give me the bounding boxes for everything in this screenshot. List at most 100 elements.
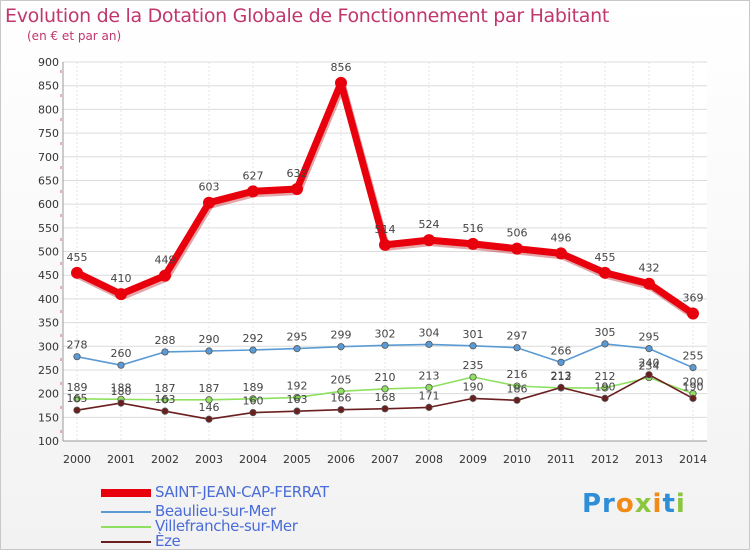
data-label: 260 — [111, 347, 132, 360]
data-label: 299 — [331, 329, 352, 342]
legend-swatch-series-0 — [101, 489, 151, 497]
data-label: 200 — [683, 376, 704, 389]
data-point — [293, 407, 301, 415]
data-label: 292 — [243, 332, 264, 345]
data-label: 190 — [595, 380, 616, 393]
data-label: 302 — [375, 327, 396, 340]
data-point — [599, 266, 611, 279]
data-label: 146 — [199, 401, 220, 414]
x-tick-label: 2006 — [327, 453, 355, 466]
series — [71, 76, 699, 423]
x-tick-label: 2007 — [371, 453, 399, 466]
x-tick-label: 2011 — [547, 453, 575, 466]
x-tick-label: 2000 — [63, 453, 91, 466]
data-point — [337, 406, 345, 414]
x-tick-label: 2001 — [107, 453, 135, 466]
data-label: 171 — [419, 389, 440, 402]
y-tick-label: 550 — [38, 222, 59, 235]
data-point — [643, 277, 655, 290]
y-tick-label: 350 — [38, 317, 59, 330]
data-point — [645, 371, 653, 379]
data-point — [381, 405, 389, 413]
data-point — [161, 348, 169, 356]
y-tick-label: 300 — [38, 340, 59, 353]
data-point — [601, 340, 609, 348]
data-point — [469, 342, 477, 350]
legend-label-series-3: Èze — [155, 532, 181, 550]
data-label: 180 — [111, 385, 132, 398]
data-point — [247, 185, 259, 198]
data-label: 627 — [243, 169, 264, 182]
data-label: 216 — [507, 368, 528, 381]
data-point — [555, 247, 567, 260]
data-point — [117, 399, 125, 407]
data-point — [381, 341, 389, 349]
data-point — [337, 343, 345, 351]
y-tick-label: 400 — [38, 293, 59, 306]
proxiti-logo: Proxiti — [582, 489, 686, 519]
data-point — [689, 363, 697, 372]
y-tick-label: 600 — [38, 198, 59, 211]
data-point — [423, 234, 435, 247]
data-point — [381, 385, 389, 393]
legend-swatch-series-1 — [101, 511, 151, 513]
data-label: 186 — [507, 382, 528, 395]
x-tick-label: 2002 — [151, 453, 179, 466]
grid — [63, 61, 707, 442]
data-label: 295 — [639, 331, 660, 344]
data-label: 290 — [199, 333, 220, 346]
y-tick-label: 500 — [38, 246, 59, 259]
data-label: 163 — [287, 393, 308, 406]
data-point — [73, 353, 81, 361]
data-point — [249, 346, 257, 354]
y-tick-label: 850 — [38, 80, 59, 93]
x-tick-label: 2013 — [635, 453, 663, 466]
data-point — [291, 182, 303, 195]
y-tick-label: 900 — [38, 56, 59, 69]
y-tick-label: 650 — [38, 174, 59, 187]
data-label: 187 — [199, 382, 220, 395]
data-label: 856 — [331, 61, 352, 74]
data-point — [71, 266, 83, 279]
data-point — [115, 288, 127, 301]
x-tick-label: 2005 — [283, 453, 311, 466]
x-tick-label: 2008 — [415, 453, 443, 466]
data-point — [249, 395, 257, 403]
chart-title: Evolution de la Dotation Globale de Fonc… — [5, 5, 610, 27]
data-point — [601, 394, 609, 402]
legend-label-series-1: Beaulieu-sur-Mer — [155, 502, 276, 520]
x-tick-label: 2012 — [591, 453, 619, 466]
data-point — [379, 238, 391, 251]
x-tick-label: 2010 — [503, 453, 531, 466]
data-label: 496 — [551, 231, 572, 244]
y-tick-label: 800 — [38, 103, 59, 116]
data-label: 212 — [551, 370, 572, 383]
data-label: 205 — [331, 373, 352, 386]
x-tick-label: 2014 — [679, 453, 707, 466]
y-tick-label: 150 — [38, 411, 59, 424]
data-point — [73, 395, 81, 403]
data-point — [469, 394, 477, 402]
data-point — [205, 415, 213, 423]
data-point — [117, 361, 125, 369]
data-label: 213 — [551, 369, 572, 382]
data-point — [73, 406, 81, 414]
data-label: 192 — [287, 379, 308, 392]
data-label: 369 — [683, 292, 704, 305]
data-label: 288 — [155, 334, 176, 347]
y-tick-label: 250 — [38, 364, 59, 377]
data-label: 301 — [463, 328, 484, 341]
data-label: 304 — [419, 326, 440, 339]
data-label: 165 — [67, 392, 88, 405]
data-label: 255 — [683, 350, 704, 363]
data-point — [293, 393, 301, 402]
data-label: 189 — [243, 381, 264, 394]
data-label: 240 — [639, 357, 660, 370]
x-tick-label: 2009 — [459, 453, 487, 466]
y-tick-label: 750 — [38, 127, 59, 140]
data-label: 432 — [639, 262, 660, 275]
data-label: 235 — [463, 359, 484, 372]
data-label: 234 — [639, 360, 660, 373]
data-point — [249, 408, 257, 417]
